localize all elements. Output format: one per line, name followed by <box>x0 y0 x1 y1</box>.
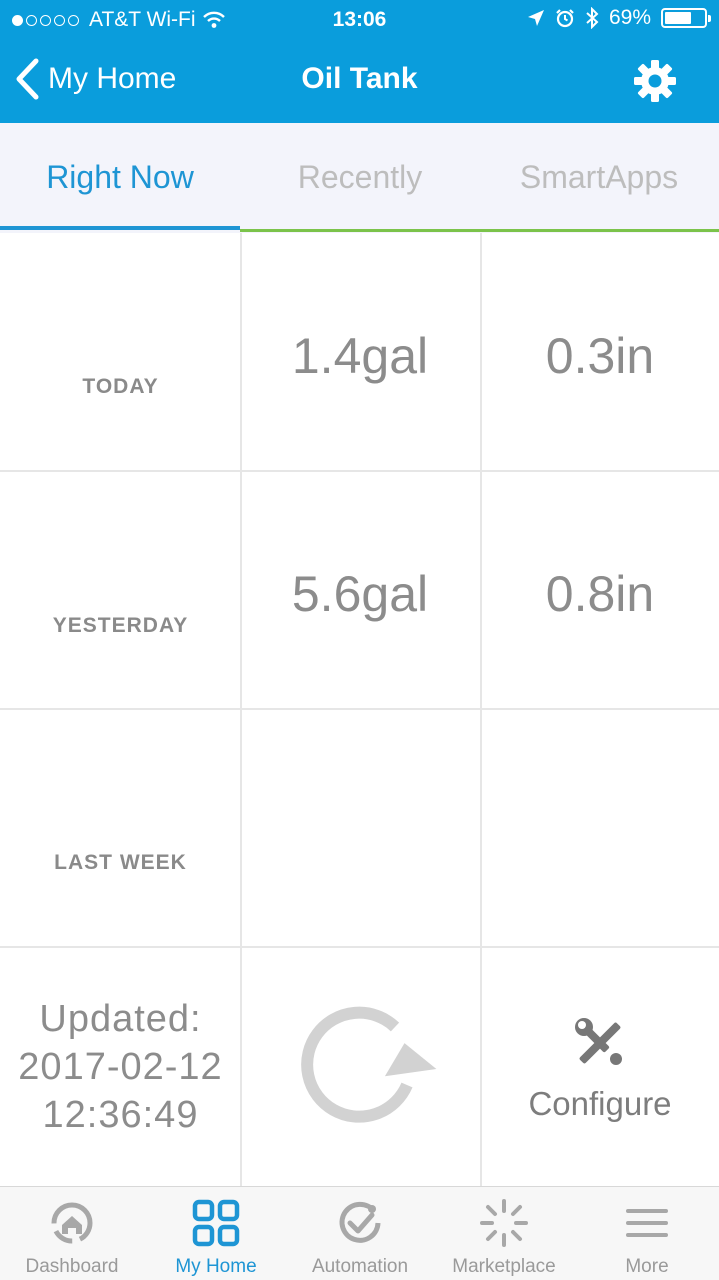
alarm-icon <box>556 9 574 28</box>
refresh-cell <box>241 947 482 1186</box>
settings-button[interactable] <box>633 59 677 103</box>
updated-cell: Updated: 2017-02-12 12:36:49 <box>0 947 242 1186</box>
updated-label: Updated: <box>39 998 202 1040</box>
bottom-tab-label: Marketplace <box>452 1256 556 1277</box>
bottom-tab-bar: Dashboard My Home Automation <box>0 1186 719 1280</box>
bottom-tab-label: Automation <box>311 1256 409 1277</box>
refresh-icon <box>301 1006 437 1123</box>
gear-icon <box>634 60 676 102</box>
refresh-button[interactable] <box>297 1001 437 1131</box>
menu-icon <box>626 1209 668 1237</box>
chevron-left-icon <box>16 58 39 100</box>
status-bar: AT&T Wi-Fi 13:06 69% <box>0 0 719 40</box>
status-right: 69% <box>527 6 711 30</box>
last-week-depth-cell[interactable] <box>481 709 719 948</box>
grid-icon <box>192 1199 240 1247</box>
bottom-tab-label: My Home <box>175 1256 257 1277</box>
configure-label: Configure <box>528 1085 672 1122</box>
today-depth-value: 0.3in <box>545 328 655 384</box>
header: AT&T Wi-Fi 13:06 69% <box>0 0 719 123</box>
battery-icon <box>661 8 711 28</box>
dashboard-icon <box>51 1202 93 1244</box>
location-arrow-icon <box>527 10 544 26</box>
configure-cell: Configure <box>481 947 719 1186</box>
row-label-yesterday: YESTERDAY <box>52 614 189 637</box>
status-grid: TODAY 1.4gal 0.3in YESTERDAY 5.6gal 0.8i… <box>0 233 719 1186</box>
configure-button[interactable]: Configure <box>481 1013 719 1143</box>
last-week-label-cell: LAST WEEK <box>0 709 242 948</box>
wrench-screwdriver-icon <box>575 1018 622 1065</box>
bottom-tab-automation[interactable]: Automation <box>288 1187 432 1280</box>
today-volume-cell[interactable]: 1.4gal <box>241 233 482 472</box>
today-volume-value: 1.4gal <box>291 328 429 384</box>
wifi-icon <box>202 11 225 28</box>
active-tab-indicator <box>0 226 240 230</box>
bluetooth-icon <box>586 7 599 29</box>
status-time: 13:06 <box>332 8 387 31</box>
updated-date: 2017-02-12 <box>18 1046 223 1088</box>
battery-percent: 69% <box>608 6 651 29</box>
marketplace-icon <box>480 1199 528 1247</box>
row-label-last-week: LAST WEEK <box>54 851 187 874</box>
yesterday-volume-cell[interactable]: 5.6gal <box>241 471 482 710</box>
yesterday-depth-value: 0.8in <box>545 566 655 622</box>
bottom-tab-dashboard[interactable]: Dashboard <box>0 1187 144 1280</box>
carrier-label: AT&T Wi-Fi <box>89 8 196 31</box>
bottom-tab-label: More <box>625 1256 669 1277</box>
battery-fill <box>665 12 691 24</box>
nav-bar: My Home Oil Tank <box>0 40 719 123</box>
status-left: AT&T Wi-Fi <box>12 8 226 32</box>
yesterday-depth-cell[interactable]: 0.8in <box>481 471 719 710</box>
row-label-today: TODAY <box>82 375 159 398</box>
tab-right-now[interactable]: Right Now <box>46 159 194 195</box>
today-depth-cell[interactable]: 0.3in <box>481 233 719 472</box>
tab-bar: Right Now Recently SmartApps <box>0 123 719 233</box>
bottom-tab-more[interactable]: More <box>575 1187 719 1280</box>
yesterday-volume-value: 5.6gal <box>291 566 429 622</box>
updated-time: 12:36:49 <box>42 1094 199 1136</box>
tab-smartapps[interactable]: SmartApps <box>519 159 679 195</box>
yesterday-label-cell: YESTERDAY <box>0 471 242 710</box>
bottom-tab-label: Dashboard <box>25 1256 119 1277</box>
automation-icon <box>339 1201 381 1243</box>
back-button[interactable]: My Home <box>14 58 176 100</box>
bottom-tab-my-home[interactable]: My Home <box>144 1187 288 1280</box>
tab-recently[interactable]: Recently <box>297 159 423 195</box>
back-label: My Home <box>48 62 177 95</box>
bottom-tab-marketplace[interactable]: Marketplace <box>432 1187 576 1280</box>
signal-icon <box>12 14 79 26</box>
today-label-cell: TODAY <box>0 233 242 472</box>
last-week-volume-cell[interactable] <box>241 709 482 948</box>
tab-bar-border <box>240 229 719 232</box>
